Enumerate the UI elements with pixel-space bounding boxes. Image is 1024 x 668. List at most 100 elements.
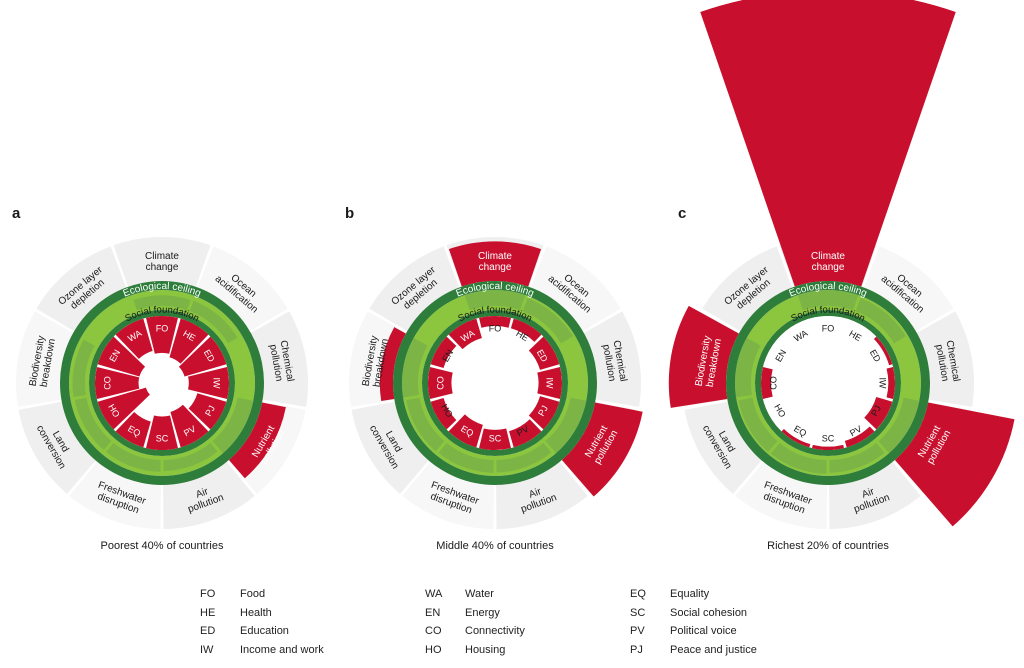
shortfall-HE <box>510 318 542 342</box>
inner-disc <box>95 316 229 450</box>
boundary-wedge-freshwater <box>402 461 494 529</box>
overshoot-climate <box>448 241 542 287</box>
shortfall-IW <box>886 367 896 399</box>
boundary-usage-air <box>163 442 218 472</box>
boundary-usage-ocean <box>855 298 906 344</box>
panel-letter: a <box>12 205 21 222</box>
boundary-usage-biodiversity <box>72 339 95 398</box>
social-label-SC: SC <box>822 434 835 444</box>
legend-item: WA Water <box>425 588 494 600</box>
overshoot-climate <box>700 0 956 287</box>
boundary-usage-freshwater <box>106 442 161 472</box>
shortfall-PV <box>844 426 875 448</box>
shortfall-PJ <box>864 397 893 430</box>
boundary-usage-air <box>829 442 885 473</box>
boundary-wedge-air <box>829 461 921 529</box>
legend-column-1: FO Food HE Health ED Education IW Income and… <box>200 588 324 662</box>
legend-item: CO Connectivity <box>425 625 525 637</box>
boundary-usage-land <box>74 397 112 451</box>
legend-item: IW Income and work <box>200 643 324 656</box>
panel-caption: Poorest 40% of countries <box>101 540 224 552</box>
boundary-usage-climate <box>797 290 859 311</box>
legend-item: FO Food <box>200 588 266 600</box>
shortfall-EN <box>97 336 146 377</box>
social-label-CO: CO <box>769 376 779 390</box>
social-label-PJ: PJ <box>536 404 550 418</box>
boundary-wedge-ozone <box>36 246 127 332</box>
overshoot-nutrient <box>561 402 643 497</box>
boundary-usage-air <box>496 442 552 473</box>
boundary-label-climate: Climate change <box>811 251 845 273</box>
boundary-usage-nutrient <box>878 397 920 454</box>
inner-disc <box>761 316 895 450</box>
boundary-label-climate: Climate change <box>145 251 179 273</box>
panel-letter: c <box>678 205 686 222</box>
shortfall-HE <box>169 318 209 364</box>
boundary-wedge-land <box>351 401 429 494</box>
boundary-wedge-biodiversity <box>16 311 74 407</box>
legend-item: SC Social cohesion <box>630 606 748 619</box>
shortfall-EQ <box>115 412 151 448</box>
shortfall-EQ <box>781 428 811 448</box>
boundary-wedge-chemical <box>250 311 308 407</box>
boundary-usage-biodiversity <box>402 337 428 398</box>
legend-item: HO Housing <box>425 643 506 656</box>
social-label-IW: IW <box>545 378 555 390</box>
shortfall-EN <box>430 336 457 369</box>
shortfall-FO <box>479 316 511 328</box>
boundary-usage-ocean <box>522 298 573 344</box>
boundary-wedge-freshwater <box>735 461 827 529</box>
panel-caption: Richest 20% of countries <box>767 540 889 552</box>
overshoot-nutrient <box>894 402 1015 527</box>
legend-column-2: WA Water EN Energy CO Connectivity HO Housin… <box>425 588 525 662</box>
social-label-PJ: PJ <box>203 404 217 418</box>
shortfall-WA <box>448 318 482 350</box>
social-label-IW: IW <box>878 378 888 390</box>
legend-column-3: EQ Equality SC Social cohesion PV Political… <box>630 588 757 662</box>
shortfall-CO <box>427 367 453 399</box>
shortfall-EQ <box>448 414 483 448</box>
abbreviation-legend: FO Food HE Health ED Education IW Income and… <box>200 588 820 668</box>
overshoot-biodiversity <box>379 327 406 402</box>
boundary-wedge-chemical <box>916 311 974 407</box>
social-label-CO: CO <box>436 376 446 390</box>
boundary-wedge-ocean <box>863 246 954 332</box>
boundary-usage-freshwater <box>770 442 827 474</box>
legend-item: ED Education <box>200 625 289 637</box>
boundary-usage-land <box>406 397 445 452</box>
shortfall-WA <box>115 318 153 359</box>
legend-item: PJ Peace and justice <box>630 643 757 656</box>
shortfall-PJ <box>528 396 560 430</box>
legend-item: EQ Equality <box>630 588 710 600</box>
boundary-label-climate: Climate change <box>478 251 512 273</box>
shortfall-ED <box>528 336 560 370</box>
shortfall-IW <box>188 367 229 399</box>
shortfall-HO <box>430 397 457 430</box>
overshoot-biodiversity <box>668 305 739 408</box>
panel-letter: b <box>345 205 354 222</box>
shortfall-CO <box>94 367 140 399</box>
boundary-wedge-air <box>163 461 255 529</box>
boundary-wedge-ozone <box>369 246 460 332</box>
shortfall-ED <box>873 336 893 366</box>
boundary-wedge-ocean <box>197 246 288 332</box>
shortfall-CO <box>761 367 773 399</box>
boundary-usage-land <box>738 397 778 452</box>
boundary-wedge-freshwater <box>69 461 161 529</box>
shortfall-HO <box>97 387 150 430</box>
overshoot-nutrient <box>228 402 286 479</box>
boundary-usage-nutrient <box>212 397 254 454</box>
boundary-wedge-climate <box>113 237 211 287</box>
boundary-usage-biodiversity <box>735 337 761 398</box>
social-label-IW: IW <box>212 378 222 390</box>
shortfall-PJ <box>188 393 227 430</box>
social-label-FO: FO <box>156 324 169 334</box>
boundary-wedge-ocean <box>530 246 621 332</box>
boundary-usage-ocean <box>189 300 238 344</box>
boundary-usage-freshwater <box>438 442 494 473</box>
boundary-usage-climate <box>133 295 191 311</box>
legend-item: HE Health <box>200 606 272 619</box>
